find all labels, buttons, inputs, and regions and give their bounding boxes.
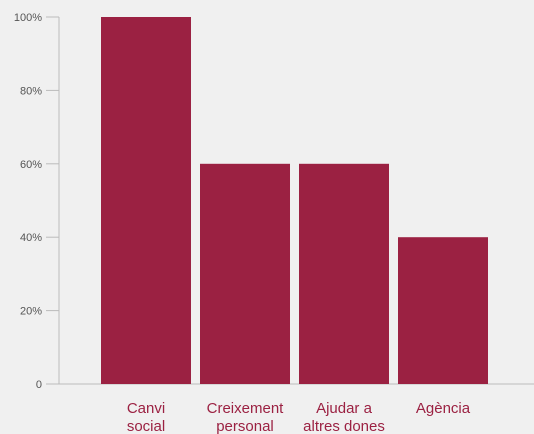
- y-tick-label: 60%: [20, 159, 42, 171]
- bar: [101, 17, 191, 384]
- y-tick-label: 20%: [20, 306, 42, 318]
- x-tick-label-line: altres dones: [303, 418, 385, 434]
- x-axis-category-labels: Canvi social Creixement personal Ajudar a alt…: [127, 400, 471, 434]
- y-tick-label: 100%: [14, 12, 42, 24]
- x-tick-label-line: Ajudar a: [316, 400, 373, 417]
- x-tick-label: Creixement personal: [207, 400, 285, 434]
- x-tick-label: Agència: [416, 400, 471, 417]
- x-tick-label-line: personal: [216, 418, 274, 434]
- bars: [101, 17, 488, 384]
- x-tick-label-line: Agència: [416, 400, 471, 417]
- x-tick-label: Ajudar a altres dones: [303, 400, 385, 434]
- x-tick-label-line: Canvi: [127, 400, 165, 417]
- x-tick-label-line: Creixement: [207, 400, 285, 417]
- x-tick-label: Canvi social: [127, 400, 165, 434]
- y-tick-label: 40%: [20, 232, 42, 244]
- bar: [398, 237, 488, 384]
- y-axis-ticks: 0 20% 40% 60% 80% 100%: [14, 12, 59, 391]
- bar: [200, 163, 290, 384]
- bar: [299, 163, 389, 384]
- y-tick-label: 80%: [20, 85, 42, 97]
- x-tick-label-line: social: [127, 418, 165, 434]
- y-tick-label: 0: [36, 379, 42, 391]
